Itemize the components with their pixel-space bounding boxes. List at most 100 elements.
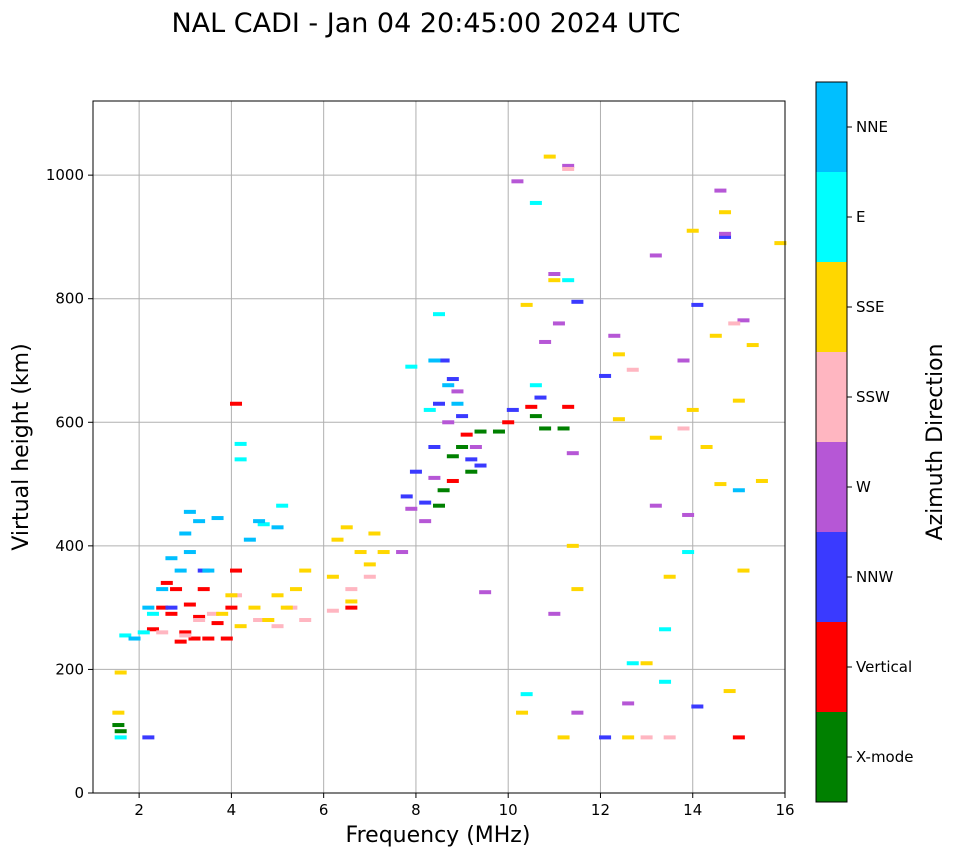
data-point-sse [747, 343, 759, 347]
data-point-e [433, 312, 445, 316]
data-point-sse [548, 278, 560, 282]
x-tick-label: 16 [775, 801, 794, 819]
data-point-sse [664, 575, 676, 579]
data-point-nnw [475, 464, 487, 468]
colorbar-segment-sse [816, 262, 847, 352]
data-point-sse [622, 735, 634, 739]
data-point-sse [345, 599, 357, 603]
data-point-vertical [230, 569, 242, 573]
data-point-nne [202, 569, 214, 573]
data-point-sse [235, 624, 247, 628]
data-point-nne [142, 606, 154, 610]
colorbar-tick-label: X-mode [856, 748, 913, 766]
data-point-w [479, 590, 491, 594]
data-point-ssw [664, 735, 676, 739]
data-point-nnw [447, 377, 459, 381]
data-point-ssw [193, 618, 205, 622]
data-point-w [682, 513, 694, 517]
data-point-w [571, 711, 583, 715]
data-point-sse [737, 569, 749, 573]
data-point-vertical [345, 606, 357, 610]
data-point-ssw [327, 609, 339, 613]
data-point-vertical [184, 603, 196, 607]
data-point-sse [567, 544, 579, 548]
data-point-ssw [272, 624, 284, 628]
data-point-vertical [562, 405, 574, 409]
data-point-nnw [142, 735, 154, 739]
data-point-sse [299, 569, 311, 573]
data-point-sse [516, 711, 528, 715]
data-point-vertical [461, 433, 473, 437]
x-tick-label: 4 [227, 801, 237, 819]
y-tick-label: 1000 [46, 166, 84, 184]
data-point-nne [428, 359, 440, 363]
data-point-w [419, 519, 431, 523]
data-point-vertical [447, 479, 459, 483]
data-point-sse [355, 550, 367, 554]
data-point-w [650, 504, 662, 508]
y-axis-label: Virtual height (km) [9, 343, 34, 550]
data-point-nnw [165, 606, 177, 610]
data-point-sse [290, 587, 302, 591]
data-point-sse [544, 155, 556, 159]
data-point-sse [115, 671, 127, 675]
data-point-e [521, 692, 533, 696]
data-point-x-mode [433, 504, 445, 508]
y-tick-label: 800 [55, 290, 84, 308]
data-point-x-mode [530, 414, 542, 418]
data-point-w [622, 701, 634, 705]
data-point-sse [521, 303, 533, 307]
data-point-vertical [175, 640, 187, 644]
data-point-nnw [599, 735, 611, 739]
data-point-sse [724, 689, 736, 693]
data-point-nnw [456, 414, 468, 418]
x-tick-label: 12 [591, 801, 610, 819]
data-point-x-mode [115, 729, 127, 733]
data-point-ssw [156, 630, 168, 634]
data-point-e [530, 383, 542, 387]
data-point-w [396, 550, 408, 554]
data-point-nne [179, 532, 191, 536]
data-point-vertical [202, 637, 214, 641]
data-point-nne [184, 510, 196, 514]
data-point-nnw [534, 396, 546, 400]
data-point-ssw [345, 587, 357, 591]
data-point-e [659, 627, 671, 631]
chart-root: NAL CADI - Jan 04 20:45:00 2024 UTC 2 4 6 8… [0, 0, 958, 857]
data-point-sse [332, 538, 344, 542]
data-point-x-mode [456, 445, 468, 449]
data-point-nne [165, 556, 177, 560]
data-point-e [405, 365, 417, 369]
colorbar-tick-label: NNE [856, 118, 888, 136]
x-tick-label: 2 [134, 801, 144, 819]
data-point-w [405, 507, 417, 511]
data-point-sse [248, 606, 260, 610]
data-point-w [451, 389, 463, 393]
chart-title: NAL CADI - Jan 04 20:45:00 2024 UTC [171, 8, 680, 39]
data-point-nnw [465, 457, 477, 461]
data-point-e [115, 735, 127, 739]
data-point-w [548, 612, 560, 616]
colorbar-tick-label: NNW [856, 568, 893, 586]
data-point-w [567, 451, 579, 455]
x-tick-label: 14 [683, 801, 702, 819]
data-point-nne [244, 538, 256, 542]
data-point-e [235, 457, 247, 461]
x-tick-label: 6 [319, 801, 329, 819]
data-point-ssw [179, 633, 191, 637]
colorbar-segment-vertical [816, 622, 847, 712]
data-point-ssw [299, 618, 311, 622]
data-point-ssw [364, 575, 376, 579]
data-point-w [678, 359, 690, 363]
data-point-vertical [198, 587, 210, 591]
data-point-e [138, 630, 150, 634]
colorbar-segment-w [816, 442, 847, 532]
data-point-nne [442, 383, 454, 387]
data-point-e [147, 612, 159, 616]
colorbar-segment-ssw [816, 352, 847, 442]
data-point-w [719, 232, 731, 236]
x-tick-label: 8 [411, 801, 421, 819]
data-point-x-mode [493, 430, 505, 434]
data-point-vertical [733, 735, 745, 739]
colorbar-tick-label: E [856, 208, 865, 226]
